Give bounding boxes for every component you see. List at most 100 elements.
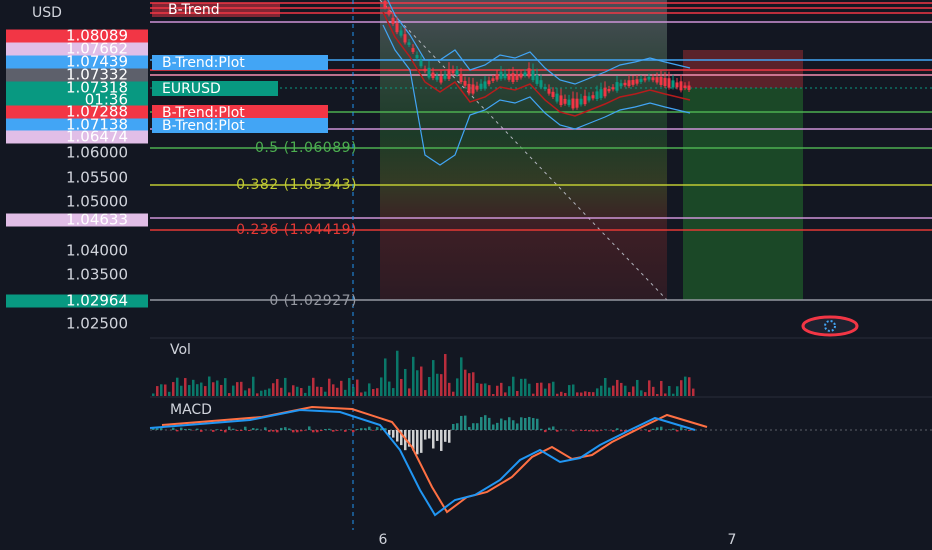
macd-histogram (268, 430, 271, 432)
macd-histogram (500, 418, 503, 430)
price-tag-countdown: 01:36 (85, 91, 128, 109)
macd-histogram (460, 415, 463, 430)
volume-bar (224, 378, 227, 396)
candle-body (679, 81, 683, 91)
volume-bar (272, 383, 275, 396)
volume-bar (472, 372, 475, 396)
volume-bar (216, 380, 219, 396)
volume-bar (156, 386, 159, 396)
macd-histogram (616, 428, 619, 430)
candle-body (639, 78, 643, 82)
candle-body (687, 85, 691, 90)
candle-body (467, 83, 471, 94)
volume-bar (368, 383, 371, 396)
volume-bar (332, 384, 335, 396)
macd-histogram (344, 430, 347, 432)
candle-body (555, 93, 559, 102)
macd-histogram (216, 429, 219, 430)
fib-trendline (379, 0, 668, 301)
volume-bar (656, 393, 659, 396)
candle-body (511, 73, 515, 82)
volume-bar (676, 386, 679, 396)
volume-bar (436, 373, 439, 396)
macd-histogram (440, 430, 443, 451)
macd-histogram (412, 430, 415, 451)
candle-body (439, 76, 443, 83)
macd-histogram (540, 428, 543, 430)
macd-histogram (544, 430, 547, 433)
macd-histogram (352, 430, 355, 433)
volume-bar (372, 389, 375, 396)
macd-histogram (684, 429, 687, 430)
macd-histogram (556, 430, 559, 432)
macd-histogram (368, 426, 371, 430)
volume-bar (328, 378, 331, 396)
pane-label: MACD (170, 402, 212, 418)
price-tag (6, 105, 148, 119)
candle-body (391, 17, 395, 24)
volume-bar (384, 358, 387, 396)
macd-histogram (476, 423, 479, 430)
candle-body (419, 60, 423, 67)
macd-histogram (284, 427, 287, 430)
volume-bar (668, 386, 671, 396)
macd-histogram (180, 427, 183, 430)
macd-histogram (336, 430, 339, 431)
volume-bar (536, 382, 539, 396)
macd-histogram (360, 428, 363, 430)
price-tag (6, 29, 148, 43)
price-tag-text: 1.07439 (66, 53, 128, 71)
candle-body (411, 48, 415, 52)
macd-histogram (484, 415, 487, 430)
candle-body (647, 76, 651, 80)
volume-bar (672, 393, 675, 396)
macd-histogram (652, 428, 655, 430)
macd-pane (149, 405, 932, 517)
volume-bar (520, 378, 523, 396)
volume-bar (620, 382, 623, 396)
macd-histogram (316, 430, 319, 433)
macd-histogram (436, 430, 439, 441)
macd-histogram (420, 430, 423, 453)
macd-histogram (380, 428, 383, 430)
price-axis-label: 1.05500 (66, 169, 128, 187)
candle-body (495, 74, 499, 80)
volume-bar (308, 385, 311, 396)
volume-bar (428, 377, 431, 396)
stop-zone (683, 50, 803, 88)
candle-body (487, 80, 491, 85)
macd-histogram (384, 428, 387, 430)
volume-bar (288, 392, 291, 396)
macd-histogram (624, 430, 627, 432)
candle-body (623, 82, 627, 86)
macd-histogram (308, 426, 311, 430)
fib-label: 0 (1.02927) (269, 293, 357, 309)
volume-bar (544, 388, 547, 396)
macd-histogram (356, 429, 359, 430)
volume-bar (424, 390, 427, 396)
volume-bar (608, 387, 611, 396)
indicator-badge[interactable] (801, 315, 859, 337)
volume-bar (588, 391, 591, 396)
volume-bar (508, 386, 511, 396)
candle-body (651, 77, 655, 81)
volume-bar (164, 384, 167, 396)
volume-bar (276, 379, 279, 396)
volume-bar (452, 391, 455, 396)
volume-bar (416, 370, 419, 396)
price-axis: 1.06000 1.05500 1.05000 1.04000 1.03500 1.025… (66, 144, 128, 333)
volume-bar (512, 376, 515, 396)
macd-histogram (596, 430, 599, 432)
macd-histogram (296, 430, 299, 433)
candle-body (563, 98, 567, 104)
volume-bar (316, 386, 319, 396)
candle-body (507, 73, 511, 80)
volume-bar (504, 392, 507, 396)
volume-bar (628, 392, 631, 396)
price-axis-label: 1.06000 (66, 144, 128, 162)
price-tag (6, 55, 148, 69)
chart-tag-text: B-Trend:Plot (162, 55, 245, 71)
macd-histogram (240, 430, 243, 431)
macd-histogram (584, 430, 587, 431)
macd-histogram (304, 430, 307, 431)
